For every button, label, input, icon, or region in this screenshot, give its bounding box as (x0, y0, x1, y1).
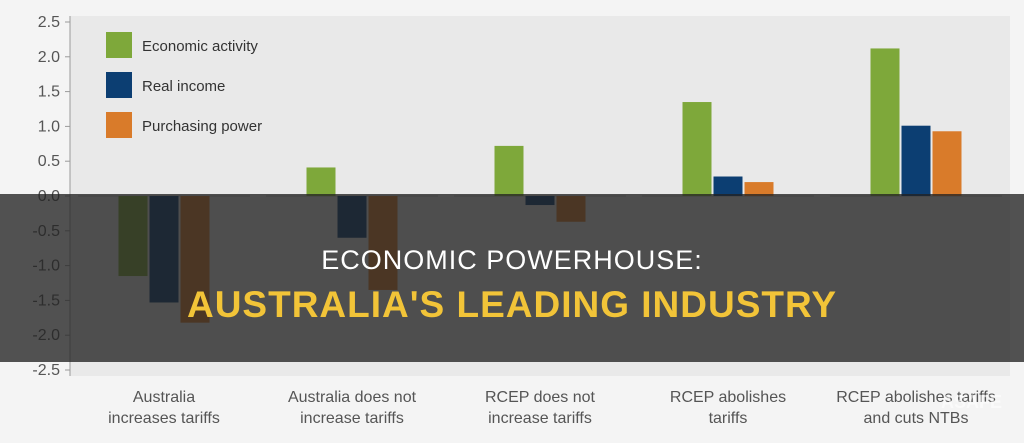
bar-real-income (713, 176, 743, 196)
overlay-subtitle: ECONOMIC POWERHOUSE: (321, 245, 703, 275)
category-label: Australia does not increase tariffs (288, 389, 417, 427)
legend-label: Purchasing power (142, 118, 262, 135)
category-label: RCEP abolishes tariffs and cuts NTBs (836, 389, 995, 427)
y-tick-label: 2.0 (38, 49, 60, 66)
category-label: RCEP does not increase tariffs (485, 389, 596, 427)
bar-economic-activity (306, 167, 336, 196)
title-overlay (0, 194, 1024, 362)
y-tick-label: 2.5 (38, 14, 60, 31)
legend-label: Economic activity (142, 38, 258, 55)
bar-purchasing-power (932, 131, 962, 196)
legend-swatch (106, 112, 132, 138)
y-tick-label: 1.5 (38, 84, 60, 101)
watermark-text: ASAFE (940, 392, 1002, 412)
y-tick-label: 1.0 (38, 118, 60, 135)
y-tick-label: -2.5 (32, 362, 60, 379)
legend-label: Real income (142, 78, 225, 95)
bar-economic-activity (494, 145, 524, 196)
category-label: Australia increases tariffs (108, 389, 220, 427)
bar-economic-activity (870, 48, 900, 196)
legend-swatch (106, 72, 132, 98)
bar-purchasing-power (744, 182, 774, 196)
overlay-title: AUSTRALIA'S LEADING INDUSTRY (186, 284, 838, 325)
legend-swatch (106, 32, 132, 58)
bar-real-income (901, 125, 931, 196)
y-tick-label: 0.5 (38, 153, 60, 170)
category-label: RCEP abolishes tariffs (670, 389, 786, 427)
bar-economic-activity (682, 102, 712, 196)
